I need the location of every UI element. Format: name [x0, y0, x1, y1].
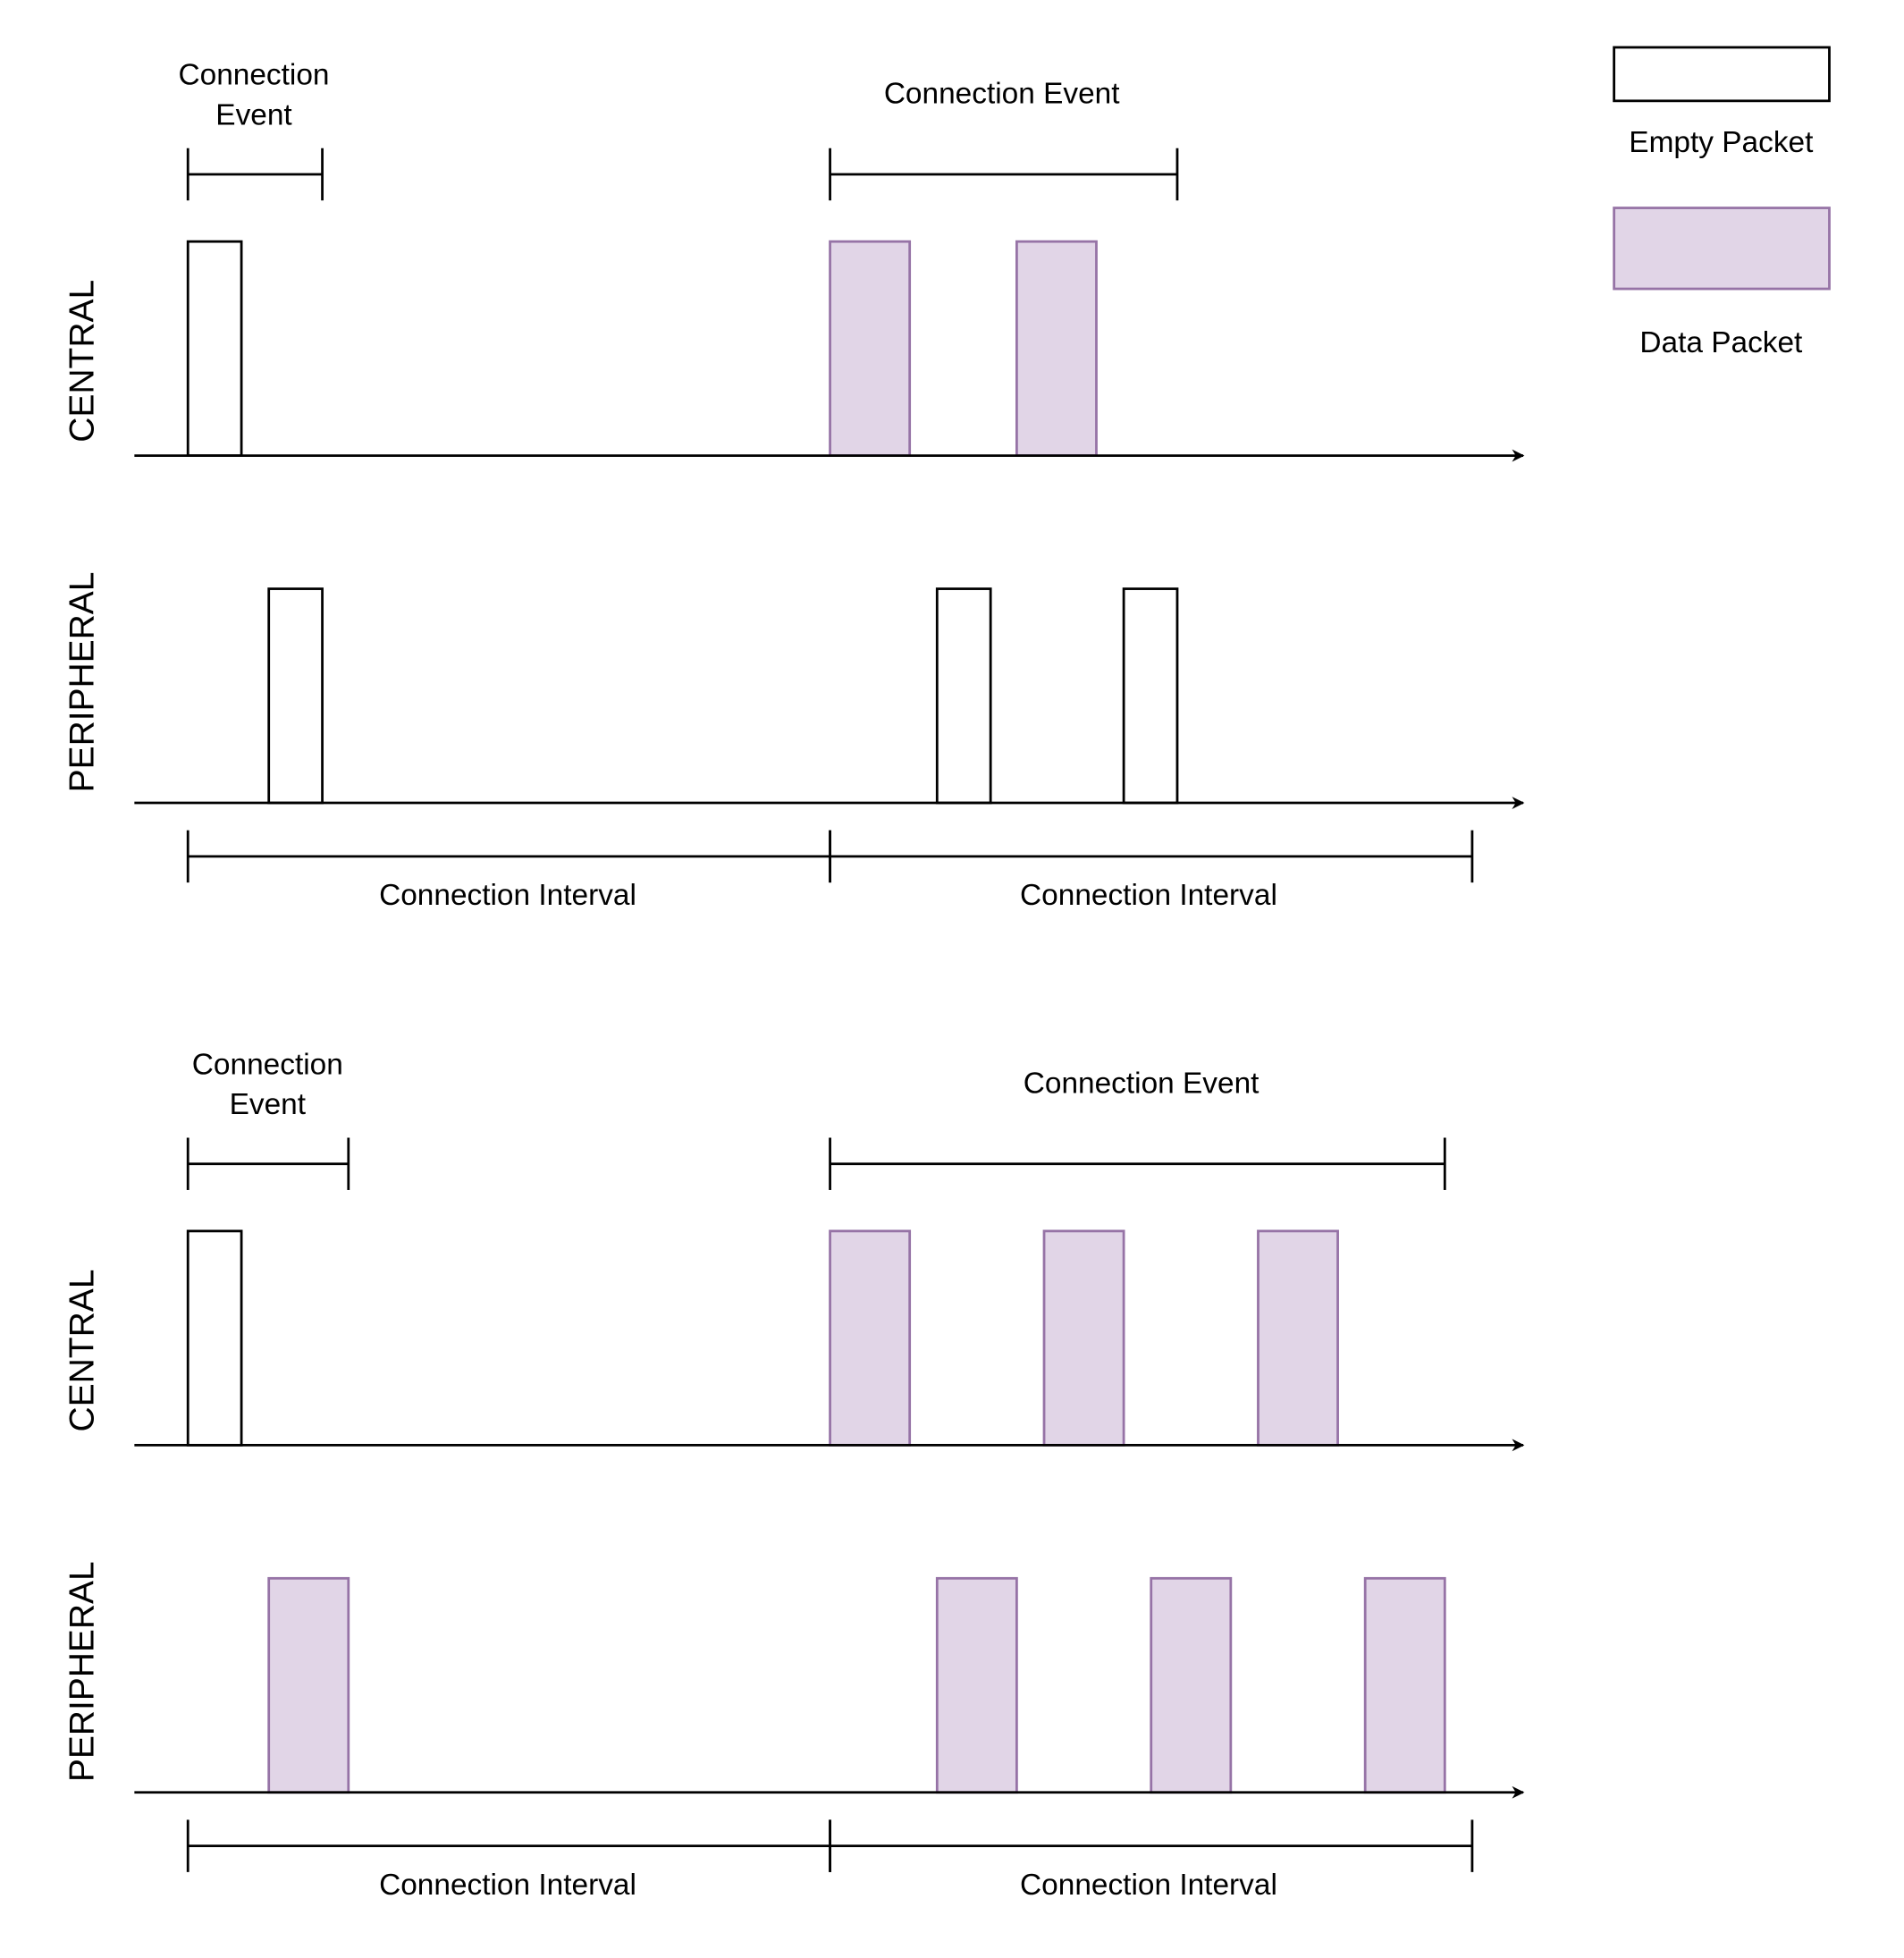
- peripheral-role-label: PERIPHERAL: [63, 1561, 101, 1782]
- peripheral-data-packet: [1150, 1576, 1233, 1794]
- diagram-2: Connection Event Connection Event CENTRAL PE…: [63, 1049, 1525, 1902]
- connection-interval-label-2: Connection Interval: [1020, 879, 1277, 912]
- central-data-packet: [1042, 1229, 1125, 1447]
- peripheral-data-packet: [935, 1576, 1018, 1794]
- central-data-packet: [1015, 240, 1098, 457]
- legend-empty-packet-swatch: [1613, 46, 1831, 103]
- central-empty-packet: [186, 240, 243, 457]
- legend: Empty Packet Data Packet: [1613, 46, 1831, 359]
- connection-interval-label-1: Connection Interval: [379, 1869, 636, 1902]
- central-role-label: CENTRAL: [63, 280, 101, 443]
- peripheral-empty-packet: [935, 587, 992, 805]
- central-data-packet: [829, 1229, 912, 1447]
- legend-empty-label: Empty Packet: [1629, 126, 1814, 159]
- connection-event-label-1-line2: Event: [215, 98, 292, 131]
- peripheral-data-packet: [267, 1576, 350, 1794]
- legend-data-packet-swatch: [1613, 207, 1831, 291]
- connection-event-label-2: Connection Event: [1024, 1067, 1260, 1100]
- peripheral-data-packet: [1363, 1576, 1446, 1794]
- central-data-packet: [829, 240, 912, 457]
- connection-event-label-2: Connection Event: [884, 78, 1120, 111]
- connection-event-label-1-line2: Event: [230, 1088, 307, 1121]
- peripheral-empty-packet: [267, 587, 324, 805]
- peripheral-role-label: PERIPHERAL: [63, 572, 101, 793]
- connection-event-label-1: Connection: [178, 59, 329, 92]
- connection-event-label-1: Connection: [192, 1049, 343, 1082]
- connection-interval-label-1: Connection Interval: [379, 879, 636, 912]
- peripheral-empty-packet: [1122, 587, 1179, 805]
- central-empty-packet: [186, 1229, 243, 1447]
- diagram-1: Connection Event Connection Event CENTRAL PE…: [63, 59, 1525, 912]
- connection-interval-label-2: Connection Interval: [1020, 1869, 1277, 1902]
- central-role-label: CENTRAL: [63, 1270, 101, 1432]
- legend-data-label: Data Packet: [1639, 326, 1803, 359]
- central-data-packet: [1257, 1229, 1339, 1447]
